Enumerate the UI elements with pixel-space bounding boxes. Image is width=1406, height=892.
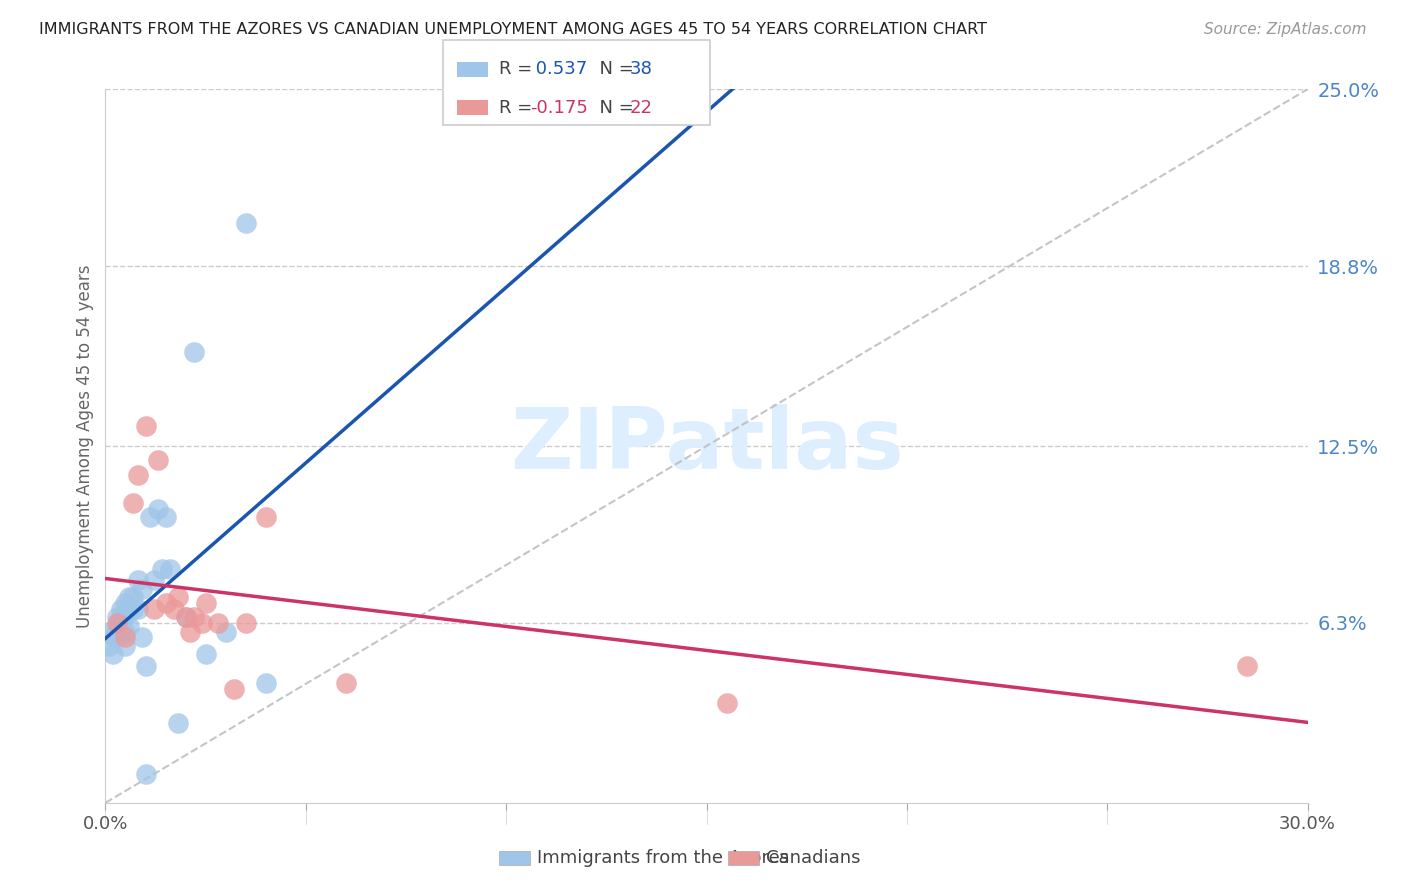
Point [127, 467, 149, 482]
Point [183, 344, 205, 359]
Text: IMMIGRANTS FROM THE AZORES VS CANADIAN UNEMPLOYMENT AMONG AGES 45 TO 54 YEARS CO: IMMIGRANTS FROM THE AZORES VS CANADIAN U… [39, 22, 987, 37]
Point [114, 610, 136, 624]
Point [131, 630, 153, 644]
Text: Canadians: Canadians [766, 849, 860, 867]
Point [135, 767, 157, 781]
Text: N =: N = [588, 61, 640, 78]
Point [162, 601, 184, 615]
Point [131, 582, 153, 596]
Point [127, 573, 149, 587]
Point [155, 510, 177, 524]
Point [716, 696, 738, 710]
Point [335, 676, 357, 690]
Point [146, 453, 169, 467]
Text: ZIPatlas: ZIPatlas [509, 404, 904, 488]
Point [107, 615, 129, 630]
Point [174, 610, 197, 624]
Text: 0.537: 0.537 [530, 61, 588, 78]
Point [159, 562, 181, 576]
Point [190, 615, 212, 630]
Point [142, 573, 165, 587]
Point [114, 596, 136, 610]
Point [135, 658, 157, 673]
Point [114, 630, 136, 644]
Point [110, 624, 132, 639]
Point [122, 591, 145, 605]
Text: R =: R = [499, 99, 538, 117]
Point [107, 619, 129, 633]
Point [107, 630, 129, 644]
Point [103, 648, 125, 662]
Point [138, 510, 160, 524]
Point [114, 639, 136, 653]
Point [183, 610, 205, 624]
Point [254, 676, 277, 690]
Point [214, 624, 236, 639]
Point [179, 624, 201, 639]
Point [235, 615, 257, 630]
Point [142, 601, 165, 615]
Point [118, 591, 141, 605]
Point [118, 619, 141, 633]
Text: -0.175: -0.175 [530, 99, 588, 117]
Text: 22: 22 [630, 99, 652, 117]
Point [222, 681, 245, 696]
Point [122, 601, 145, 615]
Point [103, 630, 125, 644]
Point [254, 510, 277, 524]
Point [174, 610, 197, 624]
Point [194, 596, 217, 610]
Y-axis label: Unemployment Among Ages 45 to 54 years: Unemployment Among Ages 45 to 54 years [76, 264, 94, 628]
Point [1236, 658, 1258, 673]
Point [98, 624, 121, 639]
Point [155, 596, 177, 610]
Point [114, 624, 136, 639]
Point [166, 591, 188, 605]
Text: R =: R = [499, 61, 538, 78]
Text: Immigrants from the Azores: Immigrants from the Azores [537, 849, 789, 867]
Text: N =: N = [588, 99, 640, 117]
Point [107, 610, 129, 624]
Point [146, 501, 169, 516]
Point [118, 601, 141, 615]
Text: 38: 38 [630, 61, 652, 78]
Point [122, 496, 145, 510]
Point [194, 648, 217, 662]
Point [110, 601, 132, 615]
Point [110, 610, 132, 624]
Point [98, 639, 121, 653]
Point [135, 419, 157, 434]
Text: Source: ZipAtlas.com: Source: ZipAtlas.com [1204, 22, 1367, 37]
Point [127, 601, 149, 615]
Point [235, 216, 257, 230]
Point [207, 615, 229, 630]
Point [150, 562, 173, 576]
Point [166, 715, 188, 730]
